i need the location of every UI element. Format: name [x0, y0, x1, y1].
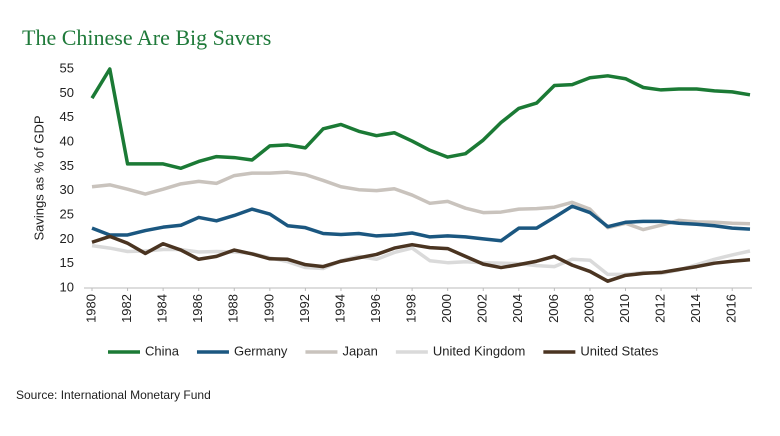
- y-axis-label: Savings as % of GDP: [31, 116, 46, 241]
- x-tick-label: 1986: [190, 294, 205, 323]
- x-tick-label: 1998: [404, 294, 419, 323]
- y-tick-label: 35: [60, 158, 74, 173]
- legend-label: Germany: [234, 343, 288, 358]
- x-tick-label: 1988: [226, 294, 241, 323]
- series-line: [91, 234, 751, 283]
- y-tick-label: 25: [60, 206, 74, 221]
- x-tick-label: 1984: [155, 294, 170, 323]
- x-tick-label: 2002: [475, 294, 490, 323]
- x-tick-label: 1992: [297, 294, 312, 323]
- x-tick-label: 1994: [332, 294, 347, 323]
- x-tick-label: 1982: [119, 294, 134, 323]
- x-tick-label: 2000: [439, 294, 454, 323]
- y-tick-label: 20: [60, 231, 74, 246]
- y-tick-label: 15: [60, 255, 74, 270]
- series-line: [91, 204, 751, 243]
- series-line: [91, 243, 751, 277]
- legend-label: Japan: [342, 343, 377, 358]
- chart-title: The Chinese Are Big Savers: [22, 25, 271, 50]
- x-tick-label: 2010: [617, 294, 632, 323]
- legend-label: China: [145, 343, 180, 358]
- series-line: [91, 170, 751, 232]
- y-tick-label: 50: [60, 85, 74, 100]
- x-tick-label: 2006: [546, 294, 561, 323]
- y-tick-label: 30: [60, 182, 74, 197]
- y-tick-label: 40: [60, 133, 74, 148]
- x-tick-label: 1996: [368, 294, 383, 323]
- source: Source: International Monetary Fund: [16, 388, 211, 402]
- x-tick-label: 2012: [653, 294, 668, 323]
- y-tick-label: 45: [60, 109, 74, 124]
- legend-label: United Kingdom: [433, 343, 526, 358]
- y-tick-label: 55: [60, 60, 74, 75]
- x-tick-label: 2016: [724, 294, 739, 323]
- series-line: [90, 67, 751, 171]
- x-tick-label: 2004: [510, 294, 525, 323]
- x-tick-label: 2014: [688, 294, 703, 323]
- y-tick-label: 10: [60, 279, 74, 294]
- x-tick-label: 1990: [261, 294, 276, 323]
- legend-label: United States: [580, 343, 659, 358]
- x-tick-label: 2008: [581, 294, 596, 323]
- x-tick-label: 1980: [83, 294, 98, 323]
